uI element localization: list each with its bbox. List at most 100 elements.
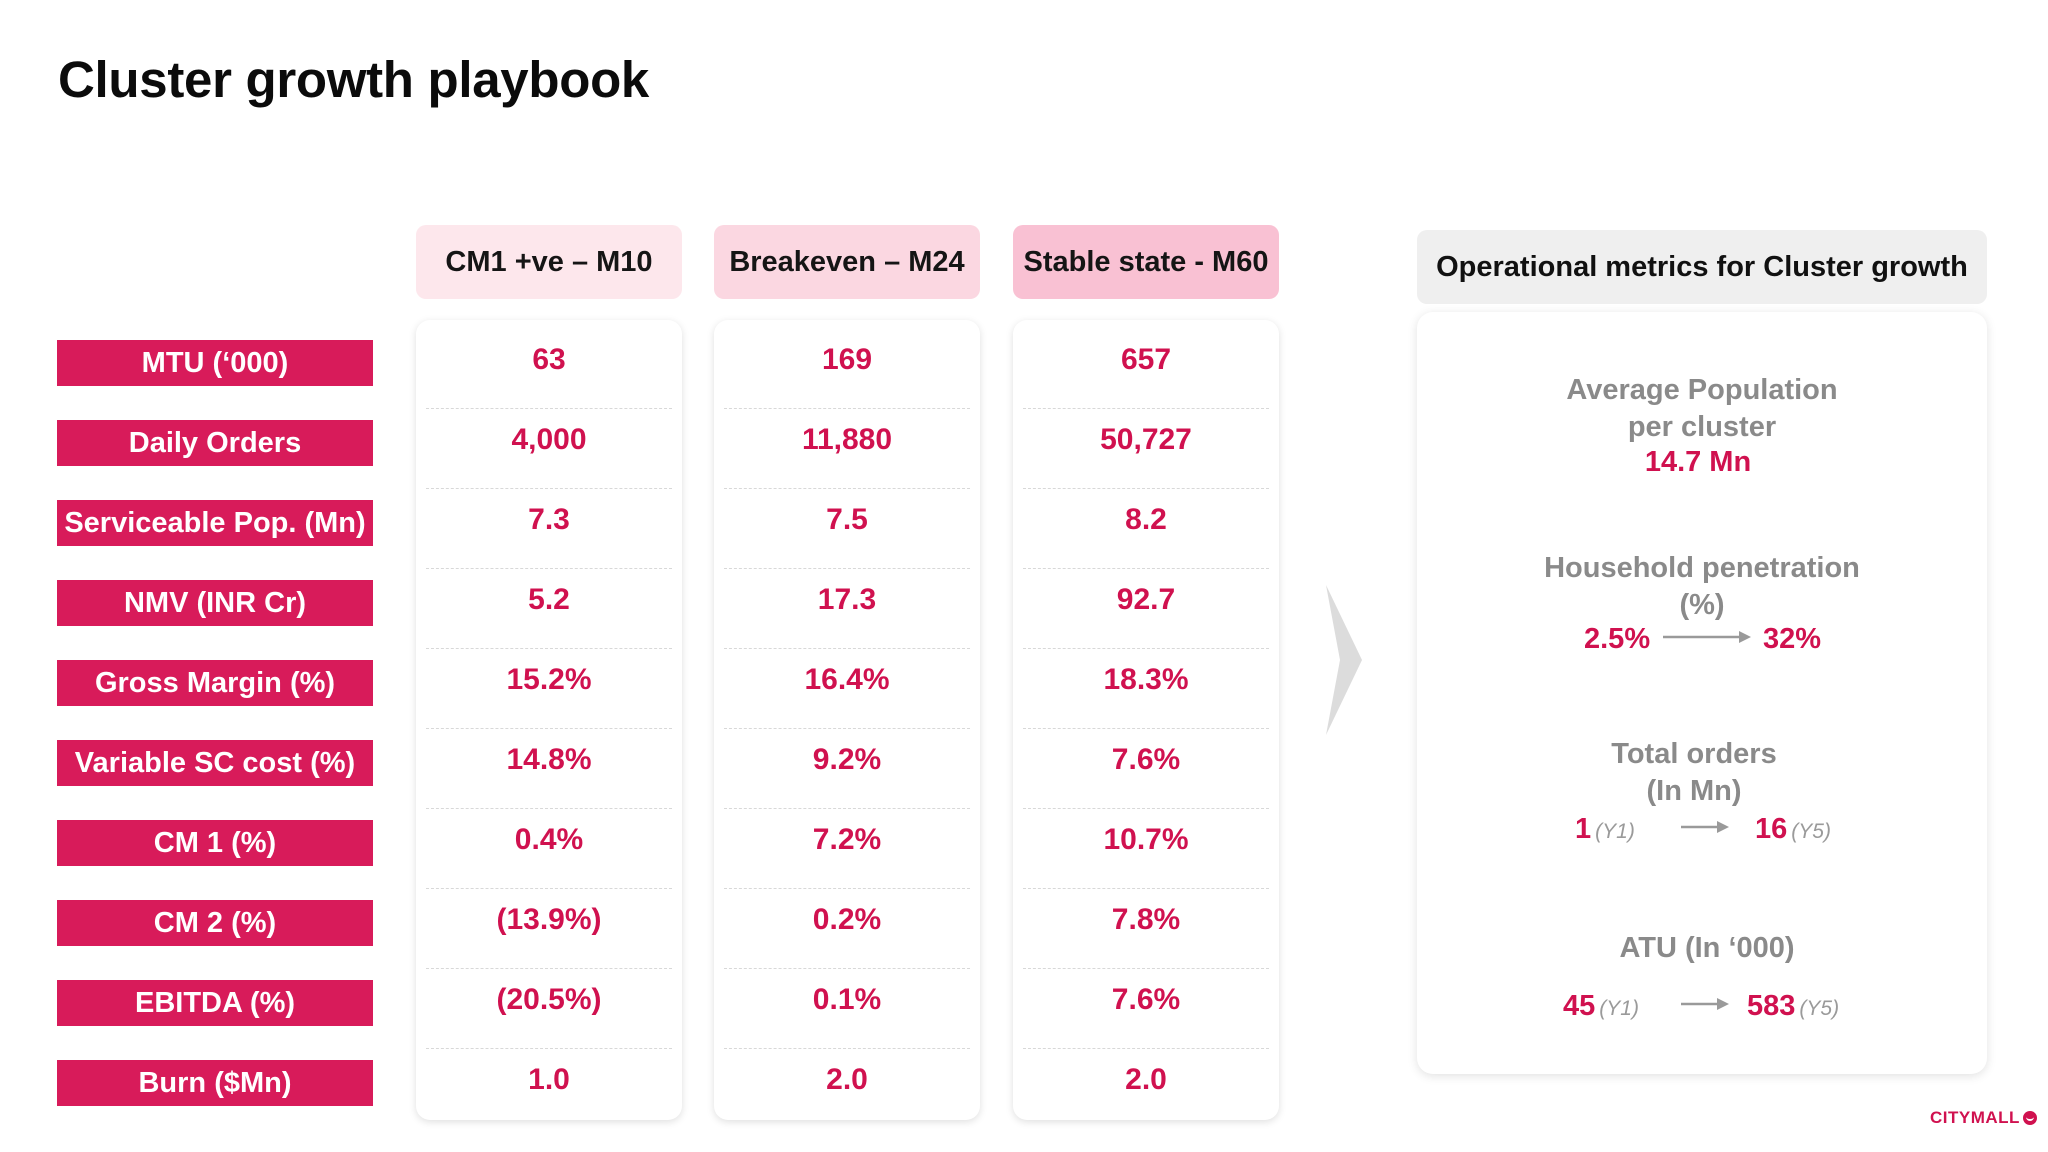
- value-cell: 9.2%: [812, 742, 882, 776]
- smile-icon: [2022, 1111, 2037, 1125]
- row-label-serviceable-pop: Serviceable Pop. (Mn): [57, 500, 373, 546]
- logo-wordmark: CITYMALL: [1930, 1108, 2020, 1127]
- value-cell: 17.3: [817, 582, 877, 616]
- value-cell: 4,000: [511, 422, 587, 456]
- value-cell: (20.5%): [496, 982, 602, 1016]
- row-divider: [1023, 568, 1269, 569]
- value-cell: 50,727: [1100, 422, 1192, 456]
- total-orders-to: 16 (Y5): [1755, 813, 1831, 846]
- row-divider: [1023, 808, 1269, 809]
- value-cell: 7.8%: [1111, 902, 1181, 936]
- row-divider: [426, 568, 672, 569]
- column-m24: 169 11,880 7.5 17.3 16.4% 9.2% 7.2% 0.2%…: [714, 320, 980, 1120]
- row-divider: [1023, 968, 1269, 969]
- row-divider: [724, 808, 970, 809]
- row-divider: [724, 488, 970, 489]
- value-cell: 0.1%: [812, 982, 882, 1016]
- total-orders-from-value: 1: [1575, 813, 1592, 845]
- row-divider: [1023, 488, 1269, 489]
- chevron-right-icon: [1326, 585, 1362, 735]
- total-orders-to-year: (Y5): [1791, 820, 1831, 843]
- total-orders-label: Total orders (In Mn): [1417, 736, 1987, 810]
- value-cell: 10.7%: [1103, 822, 1189, 856]
- avg-population-label-line2: per cluster: [1627, 411, 1777, 443]
- arrow-right-icon: [1681, 821, 1729, 833]
- row-label-variable-sc-cost: Variable SC cost (%): [57, 740, 373, 786]
- atu-to-value: 583: [1747, 990, 1796, 1022]
- arrow-right-icon: [1663, 631, 1751, 643]
- row-label-gross-margin: Gross Margin (%): [57, 660, 373, 706]
- ops-panel-header: Operational metrics for Cluster growth: [1417, 230, 1987, 304]
- column-m60: 657 50,727 8.2 92.7 18.3% 7.6% 10.7% 7.8…: [1013, 320, 1279, 1120]
- arrow-right-icon: [1681, 998, 1729, 1010]
- value-cell: 1.0: [528, 1062, 570, 1096]
- row-divider: [1023, 408, 1269, 409]
- value-cell: 169: [821, 342, 873, 376]
- value-cell: 0.2%: [812, 902, 882, 936]
- total-orders-from: 1 (Y1): [1575, 813, 1635, 846]
- row-divider: [426, 728, 672, 729]
- value-cell: 16.4%: [804, 662, 890, 696]
- atu-label: ATU (In ‘000): [1619, 932, 1795, 964]
- row-divider: [426, 968, 672, 969]
- row-divider: [1023, 888, 1269, 889]
- value-cell: (13.9%): [496, 902, 602, 936]
- page-title: Cluster growth playbook: [58, 51, 649, 108]
- avg-population-label-line1: Average Population: [1566, 374, 1838, 406]
- value-cell: 14.8%: [506, 742, 592, 776]
- row-label-cm1: CM 1 (%): [57, 820, 373, 866]
- atu-from-value: 45: [1563, 990, 1596, 1022]
- atu-to-year: (Y5): [1799, 997, 1840, 1020]
- household-penetration-label-line2: (%): [1679, 589, 1725, 621]
- row-divider: [1023, 1048, 1269, 1049]
- row-divider: [724, 1048, 970, 1049]
- household-penetration-label-line1: Household penetration: [1544, 552, 1860, 584]
- value-cell: 7.2%: [812, 822, 882, 856]
- household-penetration-label: Household penetration (%): [1417, 550, 1987, 624]
- row-divider: [724, 648, 970, 649]
- avg-population-value: 14.7 Mn: [1644, 446, 1752, 478]
- total-orders-from-year: (Y1): [1595, 820, 1635, 843]
- row-divider: [1023, 648, 1269, 649]
- column-header-m24: Breakeven – M24: [714, 225, 980, 299]
- row-label-daily-orders: Daily Orders: [57, 420, 373, 466]
- value-cell: 7.6%: [1111, 742, 1181, 776]
- value-cell: 15.2%: [506, 662, 592, 696]
- total-orders-to-value: 16: [1755, 813, 1788, 845]
- row-divider: [426, 408, 672, 409]
- row-label-cm2: CM 2 (%): [57, 900, 373, 946]
- value-cell: 92.7: [1116, 582, 1176, 616]
- row-divider: [724, 408, 970, 409]
- value-cell: 18.3%: [1103, 662, 1189, 696]
- value-cell: 5.2: [528, 582, 570, 616]
- row-divider: [1023, 728, 1269, 729]
- value-cell: 63: [532, 342, 566, 376]
- atu-from-year: (Y1): [1599, 997, 1639, 1020]
- value-cell: 0.4%: [514, 822, 584, 856]
- row-label-burn: Burn ($Mn): [57, 1060, 373, 1106]
- value-cell: 2.0: [1125, 1062, 1167, 1096]
- row-divider: [724, 728, 970, 729]
- row-label-mtu: MTU (‘000): [57, 340, 373, 386]
- row-divider: [724, 568, 970, 569]
- value-cell: 7.5: [826, 502, 868, 536]
- avg-population-label: Average Population per cluster: [1417, 372, 1987, 446]
- total-orders-label-line2: (In Mn): [1646, 775, 1742, 807]
- row-divider: [724, 888, 970, 889]
- column-header-m60: Stable state - M60: [1013, 225, 1279, 299]
- row-divider: [724, 968, 970, 969]
- column-m10: 63 4,000 7.3 5.2 15.2% 14.8% 0.4% (13.9%…: [416, 320, 682, 1120]
- value-cell: 8.2: [1125, 502, 1167, 536]
- value-cell: 11,880: [801, 422, 893, 456]
- row-divider: [426, 648, 672, 649]
- row-divider: [426, 888, 672, 889]
- row-label-nmv: NMV (INR Cr): [57, 580, 373, 626]
- row-label-ebitda: EBITDA (%): [57, 980, 373, 1026]
- column-header-m10: CM1 +ve – M10: [416, 225, 682, 299]
- value-cell: 7.3: [528, 502, 570, 536]
- row-divider: [426, 488, 672, 489]
- row-divider: [426, 1048, 672, 1049]
- ops-panel: Average Population per cluster 14.7 Mn H…: [1417, 312, 1987, 1074]
- value-cell: 7.6%: [1111, 982, 1181, 1016]
- household-penetration-to: 32%: [1763, 623, 1822, 655]
